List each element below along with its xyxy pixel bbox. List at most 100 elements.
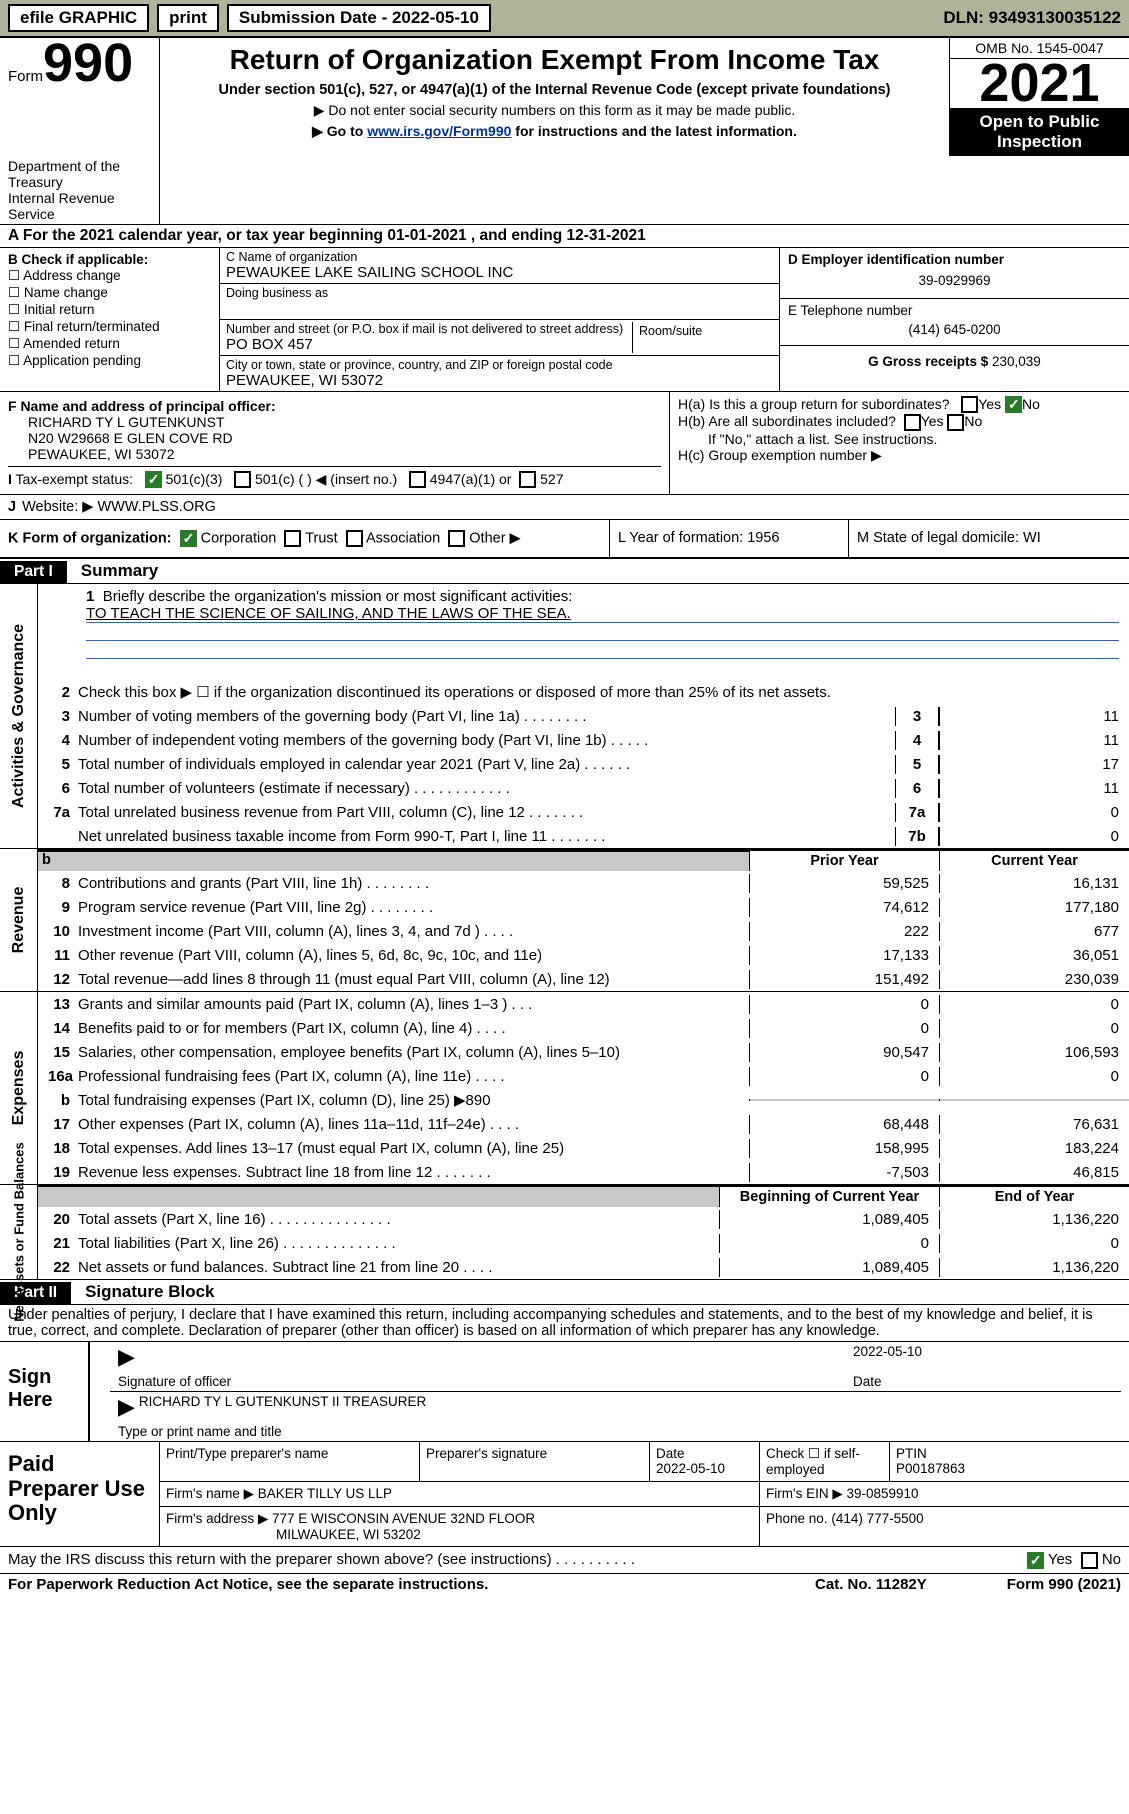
- form-footer: Form 990 (2021): [1007, 1576, 1121, 1593]
- paid-preparer-label: Paid Preparer Use Only: [0, 1442, 160, 1546]
- discuss-yes-checkbox[interactable]: [1027, 1552, 1044, 1569]
- preparer-name-label: Print/Type preparer's name: [166, 1446, 328, 1461]
- 501c-label: 501(c) ( ) ◀ (insert no.): [255, 471, 397, 487]
- checkbox-option[interactable]: ☐ Application pending: [8, 353, 211, 369]
- ha-yes-checkbox[interactable]: [961, 396, 978, 413]
- summary-line: 12Total revenue—add lines 8 through 11 (…: [38, 967, 1129, 991]
- part1-title: Summary: [67, 559, 172, 583]
- q2-text: Check this box ▶ ☐ if the organization d…: [74, 682, 1129, 702]
- footer-bottom: For Paperwork Reduction Act Notice, see …: [0, 1573, 1129, 1595]
- m-state: M State of legal domicile: WI: [849, 520, 1129, 557]
- checkbox-option[interactable]: ☐ Initial return: [8, 302, 211, 318]
- hb-note: If "No," attach a list. See instructions…: [678, 431, 1121, 447]
- summary-line: 19Revenue less expenses. Subtract line 1…: [38, 1160, 1129, 1184]
- summary-line: 6Total number of volunteers (estimate if…: [38, 776, 1129, 800]
- hb-no-checkbox[interactable]: [947, 414, 964, 431]
- 501c3-checkbox[interactable]: [145, 471, 162, 488]
- 501c-checkbox[interactable]: [234, 471, 251, 488]
- 527-checkbox[interactable]: [519, 471, 536, 488]
- checkbox-option[interactable]: ☐ Name change: [8, 285, 211, 301]
- summary-line: 7aTotal unrelated business revenue from …: [38, 800, 1129, 824]
- firm-phone-label: Phone no.: [766, 1511, 828, 1526]
- prep-date-label: Date: [656, 1446, 685, 1461]
- hb-yes-checkbox[interactable]: [904, 414, 921, 431]
- discuss-no: No: [1102, 1551, 1121, 1568]
- ein-label: D Employer identification number: [788, 252, 1004, 267]
- net-assets-section: Net Assets or Fund Balances Beginning of…: [0, 1185, 1129, 1280]
- summary-line: 18Total expenses. Add lines 13–17 (must …: [38, 1136, 1129, 1160]
- summary-line: 11Other revenue (Part VIII, column (A), …: [38, 943, 1129, 967]
- tax-year: 2021: [950, 59, 1129, 108]
- note-2-post: for instructions and the latest informat…: [511, 123, 796, 139]
- sig-date-label: Date: [853, 1374, 1113, 1389]
- room-label: Room/suite: [639, 324, 767, 338]
- header: Form990 Return of Organization Exempt Fr…: [0, 36, 1129, 156]
- phone-val: (414) 645-0200: [788, 318, 1121, 341]
- row-a-tax-year: A For the 2021 calendar year, or tax yea…: [0, 224, 1129, 247]
- summary-line: 10Investment income (Part VIII, column (…: [38, 919, 1129, 943]
- firm-addr-label: Firm's address ▶: [166, 1511, 268, 1526]
- ptin-label: PTIN: [896, 1446, 927, 1461]
- other-label: Other ▶: [469, 531, 520, 547]
- summary-line: 3Number of voting members of the governi…: [38, 704, 1129, 728]
- sign-date: 2022-05-10: [853, 1344, 1113, 1370]
- print-button[interactable]: print: [157, 4, 219, 32]
- corp-checkbox[interactable]: [180, 530, 197, 547]
- 4947-checkbox[interactable]: [409, 471, 426, 488]
- ha-no-checkbox[interactable]: [1005, 396, 1022, 413]
- cat-no: Cat. No. 11282Y: [815, 1576, 927, 1593]
- expenses-section: Expenses 13Grants and similar amounts pa…: [0, 992, 1129, 1185]
- rev-side-label: Revenue: [10, 887, 28, 954]
- checkbox-option[interactable]: ☐ Final return/terminated: [8, 319, 211, 335]
- trust-label: Trust: [305, 531, 338, 547]
- discuss-question: May the IRS discuss this return with the…: [8, 1551, 635, 1569]
- corp-label: Corporation: [201, 531, 277, 547]
- form-title: Return of Organization Exempt From Incom…: [168, 44, 941, 76]
- j-text: Website: ▶: [22, 499, 93, 515]
- exp-side-label: Expenses: [10, 1051, 28, 1126]
- hb-text: H(b) Are all subordinates included?: [678, 413, 896, 429]
- dept-treasury: Department of the TreasuryInternal Reven…: [0, 156, 160, 224]
- efile-button[interactable]: efile GRAPHIC: [8, 4, 149, 32]
- open-public: Open to Public Inspection: [950, 108, 1129, 156]
- submission-date: Submission Date - 2022-05-10: [227, 4, 491, 32]
- summary-line: Net unrelated business taxable income fr…: [38, 824, 1129, 848]
- trust-checkbox[interactable]: [284, 530, 301, 547]
- firm-ein-val: 39-0859910: [846, 1486, 918, 1501]
- discuss-no-checkbox[interactable]: [1081, 1552, 1098, 1569]
- firm-name-label: Firm's name ▶: [166, 1486, 254, 1501]
- assoc-checkbox[interactable]: [346, 530, 363, 547]
- gross-label: G Gross receipts $: [868, 354, 988, 369]
- section-b-label: B Check if applicable:: [8, 252, 148, 267]
- hc-text: H(c) Group exemption number ▶: [678, 447, 1121, 464]
- irs-link[interactable]: www.irs.gov/Form990: [367, 123, 511, 139]
- firm-addr2: MILWAUKEE, WI 53202: [166, 1527, 421, 1542]
- summary-line: 22Net assets or fund balances. Subtract …: [38, 1255, 1129, 1279]
- 527-label: 527: [540, 471, 563, 487]
- sign-here-block: Sign Here ▶2022-05-10 Signature of offic…: [0, 1341, 1129, 1442]
- officer-addr2: PEWAUKEE, WI 53072: [8, 446, 661, 462]
- checkbox-option[interactable]: ☐ Address change: [8, 268, 211, 284]
- summary-line: 8Contributions and grants (Part VIII, li…: [38, 871, 1129, 895]
- website-val: WWW.PLSS.ORG: [97, 499, 215, 515]
- net-side-label: Net Assets or Fund Balances: [12, 1143, 25, 1322]
- current-year-hdr: Current Year: [939, 851, 1129, 871]
- sig-officer-label: Signature of officer: [118, 1374, 853, 1389]
- officer-addr1: N20 W29668 E GLEN COVE RD: [8, 430, 661, 446]
- other-checkbox[interactable]: [448, 530, 465, 547]
- prep-date-val: 2022-05-10: [656, 1461, 725, 1476]
- end-year-hdr: End of Year: [939, 1187, 1129, 1207]
- summary-line: 5Total number of individuals employed in…: [38, 752, 1129, 776]
- paid-preparer-block: Paid Preparer Use Only Print/Type prepar…: [0, 1442, 1129, 1547]
- ein-val: 39-0929969: [788, 267, 1121, 294]
- row-j: J Website: ▶ WWW.PLSS.ORG: [0, 494, 1129, 519]
- governance-section: Activities & Governance 1 Briefly descri…: [0, 584, 1129, 849]
- officer-label: F Name and address of principal officer:: [8, 398, 276, 414]
- form-subtitle: Under section 501(c), 527, or 4947(a)(1)…: [168, 82, 941, 98]
- checkbox-option[interactable]: ☐ Amended return: [8, 336, 211, 352]
- part1-label: Part I: [0, 561, 67, 583]
- ha-yes-label: Yes: [978, 396, 1001, 412]
- summary-line: bTotal fundraising expenses (Part IX, co…: [38, 1088, 1129, 1112]
- j-label: J: [8, 499, 16, 515]
- beginning-year-hdr: Beginning of Current Year: [719, 1187, 939, 1207]
